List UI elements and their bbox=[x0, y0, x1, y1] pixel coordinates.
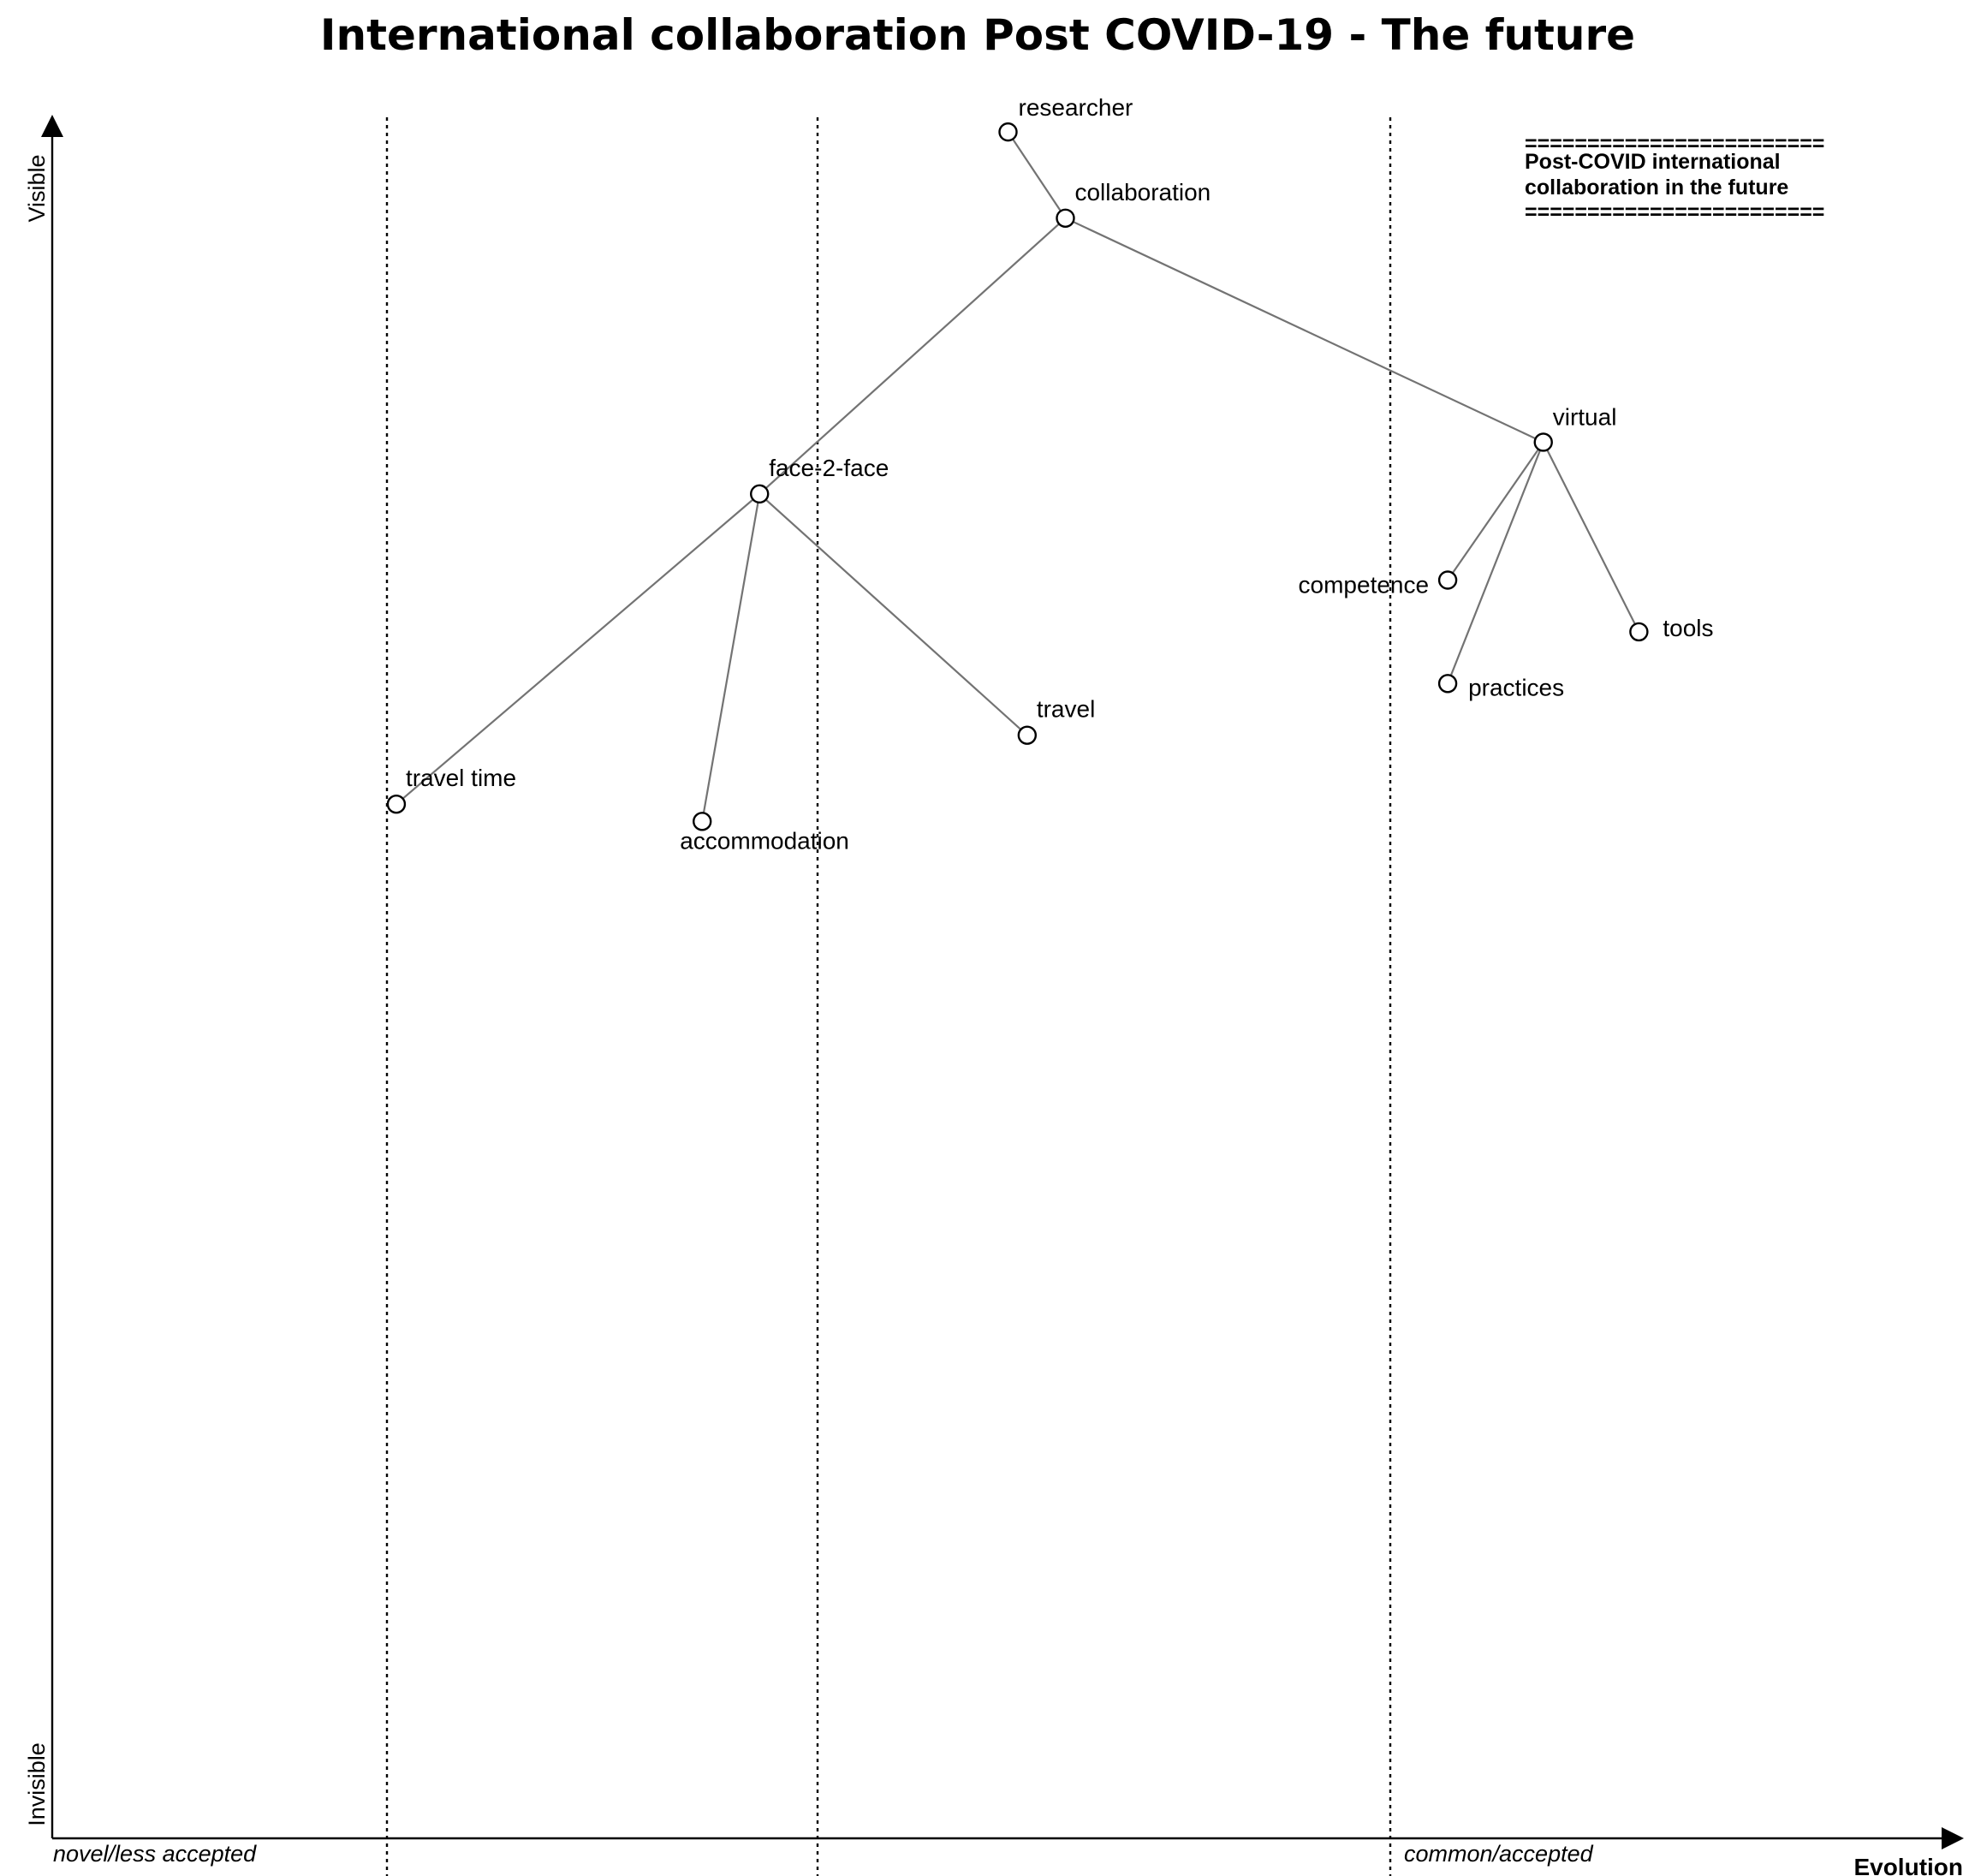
component-label-researcher: researcher bbox=[1019, 94, 1133, 121]
component-node-competence[interactable] bbox=[1437, 570, 1458, 590]
x-axis-arrow bbox=[1942, 1827, 1964, 1849]
component-researcher[interactable]: researcher bbox=[998, 94, 1133, 142]
stage-label-common: common/accepted bbox=[1404, 1841, 1594, 1867]
component-label-accommodation: accommodation bbox=[680, 827, 849, 854]
stage-dividers bbox=[385, 117, 1392, 1876]
component-label-competence: competence bbox=[1299, 572, 1430, 599]
component-competence[interactable]: competence bbox=[1299, 570, 1458, 599]
link-virtual-to-tools bbox=[1542, 441, 1640, 633]
link-virtual-to-practices bbox=[1447, 442, 1544, 684]
component-label-practices: practices bbox=[1468, 674, 1564, 700]
y-axis-arrow bbox=[41, 115, 63, 137]
component-node-virtual[interactable] bbox=[1533, 432, 1553, 452]
component-label-face-2-face: face-2-face bbox=[769, 455, 889, 481]
component-collaboration[interactable]: collaboration bbox=[1056, 179, 1211, 228]
component-tools[interactable]: tools bbox=[1629, 615, 1714, 642]
link-face-2-face-to-travel-time bbox=[396, 493, 760, 806]
component-node-face-2-face[interactable] bbox=[750, 484, 770, 504]
map-title: International collaboration Post COVID-1… bbox=[320, 10, 1635, 60]
link-collaboration-to-face-2-face bbox=[758, 217, 1067, 495]
y-axis-top-label: Visible bbox=[24, 154, 50, 222]
components: researcher collaboration face-2-face virtua… bbox=[386, 94, 1714, 854]
component-node-tools[interactable] bbox=[1629, 622, 1649, 642]
component-node-practices[interactable] bbox=[1437, 674, 1458, 694]
link-virtual-to-competence bbox=[1447, 441, 1544, 581]
component-travel-time[interactable]: travel time bbox=[386, 765, 516, 814]
component-label-travel: travel bbox=[1037, 696, 1095, 723]
x-axis-label: Evolution bbox=[1853, 1854, 1963, 1876]
map-note: ======================== Post-COVID inte… bbox=[1525, 132, 1824, 224]
link-face-2-face-to-travel bbox=[758, 493, 1028, 736]
note-line-1: Post-COVID international bbox=[1525, 150, 1781, 174]
component-node-researcher[interactable] bbox=[998, 122, 1018, 142]
y-axis-bottom-label: Invisible bbox=[24, 1742, 50, 1826]
component-node-collaboration[interactable] bbox=[1056, 208, 1075, 228]
component-node-accommodation[interactable] bbox=[693, 812, 712, 831]
note-line-2: collaboration in the future bbox=[1525, 176, 1788, 200]
note-rule-top: ======================== bbox=[1525, 132, 1824, 156]
component-links bbox=[396, 131, 1640, 822]
link-researcher-to-collaboration bbox=[1007, 131, 1067, 219]
component-travel[interactable]: travel bbox=[1017, 696, 1095, 745]
axes: Visible Invisible Evolution novel/less a… bbox=[24, 115, 1964, 1876]
component-practices[interactable]: practices bbox=[1437, 674, 1564, 700]
component-label-collaboration: collaboration bbox=[1074, 179, 1211, 205]
link-collaboration-to-virtual bbox=[1065, 217, 1544, 444]
link-face-2-face-to-accommodation bbox=[701, 493, 761, 822]
note-rule-bottom: ======================== bbox=[1525, 200, 1824, 224]
stage-label-novel: novel/less accepted bbox=[53, 1841, 257, 1867]
component-node-travel[interactable] bbox=[1017, 725, 1038, 745]
component-label-virtual: virtual bbox=[1553, 403, 1617, 430]
component-virtual[interactable]: virtual bbox=[1533, 403, 1617, 452]
component-accommodation[interactable]: accommodation bbox=[680, 812, 849, 854]
component-label-tools: tools bbox=[1663, 615, 1713, 641]
component-label-travel-time: travel time bbox=[406, 765, 516, 791]
component-face-2-face[interactable]: face-2-face bbox=[750, 455, 889, 504]
component-node-travel-time[interactable] bbox=[386, 795, 407, 814]
